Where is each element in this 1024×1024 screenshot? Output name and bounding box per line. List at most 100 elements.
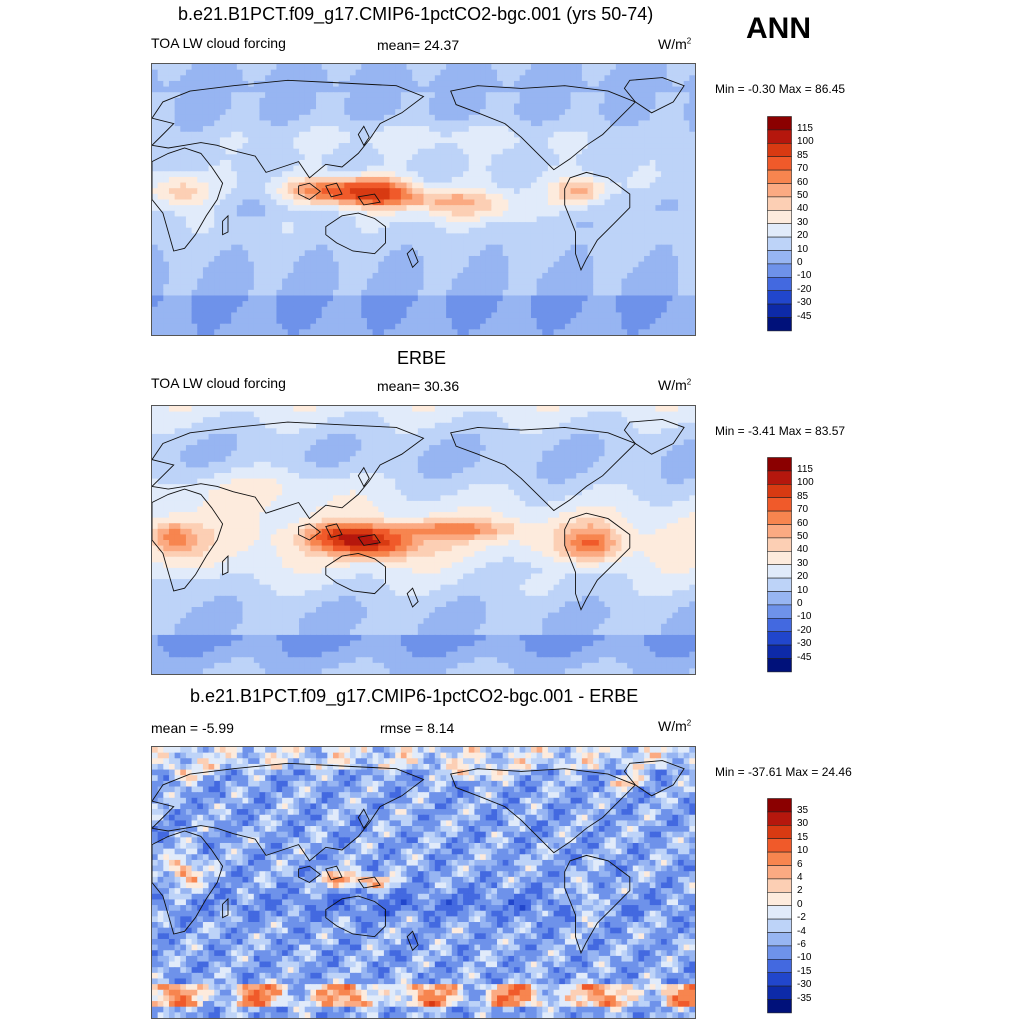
panel2-minmax: Min = -3.41 Max = 83.57: [715, 424, 846, 438]
coastline: [325, 182, 343, 198]
coastline: [325, 523, 343, 538]
colorbar-box: [767, 878, 792, 893]
colorbar-box: [767, 591, 792, 606]
map-field: [152, 747, 695, 1018]
colorbar-box: [767, 142, 792, 157]
colorbar-tick-label: 50: [797, 530, 809, 542]
colorbar-box: [767, 972, 792, 987]
colorbar-box: [767, 824, 792, 839]
colorbar-box: [767, 865, 792, 880]
coastline: [152, 830, 224, 935]
colorbar-box: [767, 577, 792, 592]
colorbar-tick-label: 30: [797, 818, 809, 830]
colorbar-tick-label: -10: [797, 611, 812, 623]
colorbar-box: [767, 470, 792, 485]
panel2-title: ERBE: [397, 348, 447, 368]
coastline: [357, 876, 381, 889]
colorbar-tick-label: 0: [797, 898, 803, 910]
colorbar-tick-label: 30: [797, 557, 809, 569]
colorbar-tick-label: 20: [797, 571, 809, 583]
colorbar-box: [767, 959, 792, 974]
coastline: [357, 534, 381, 546]
colorbar-tick-label: 15: [797, 831, 809, 843]
coastline: [298, 523, 322, 541]
coastline: [357, 466, 370, 488]
coastline: [406, 587, 419, 608]
colorbar-box: [767, 604, 792, 619]
colorbar-box: [767, 303, 792, 318]
colorbar-tick-label: 115: [797, 463, 813, 475]
coastline: [406, 247, 419, 269]
colorbar-box: [767, 129, 792, 144]
colorbar-box: [767, 116, 792, 131]
colorbar-tick-label: 6: [797, 858, 803, 870]
coastline: [152, 147, 224, 252]
panel3-title: b.e21.B1PCT.f09_g17.CMIP6-1pctCO2-bgc.00…: [190, 686, 639, 706]
colorbar-box: [767, 918, 792, 933]
colorbar-tick-label: 30: [797, 216, 809, 228]
coastline: [325, 552, 386, 595]
panel3-rmse: rmse = 8.14: [380, 720, 455, 736]
colorbar-tick-label: 10: [797, 584, 809, 596]
coastline: [623, 760, 685, 797]
colorbar-tick-label: -45: [797, 651, 812, 663]
coastline: [152, 488, 224, 592]
colorbar-tick-label: 0: [797, 256, 803, 268]
panel2-map: [151, 405, 696, 675]
colorbar-tick-label: -10: [797, 270, 812, 282]
colorbar-tick-label: 60: [797, 517, 809, 529]
colorbar-tick-label: -15: [797, 965, 812, 977]
colorbar-box: [767, 945, 792, 960]
coastline: [450, 426, 637, 512]
colorbar-box: [767, 183, 792, 198]
coastline: [152, 79, 425, 179]
coastline: [325, 865, 343, 881]
colorbar-tick-label: 85: [797, 149, 809, 161]
colorbar-tick-label: 50: [797, 189, 809, 201]
coastline: [450, 768, 637, 854]
panel1-map: [151, 63, 696, 336]
coastline: [623, 418, 685, 455]
colorbar-box: [767, 838, 792, 853]
panel1-units: W/m2: [658, 36, 692, 52]
coastline: [298, 182, 322, 201]
colorbar-box: [767, 811, 792, 826]
colorbar-box: [767, 524, 792, 539]
colorbar-box: [767, 277, 792, 292]
coastline: [564, 512, 631, 611]
colorbar-tick-label: -2: [797, 912, 806, 924]
colorbar-box: [767, 551, 792, 566]
colorbar-box: [767, 564, 792, 579]
colorbar-box: [767, 999, 792, 1014]
coastline: [357, 193, 381, 206]
colorbar-tick-label: 35: [797, 804, 809, 816]
colorbar-box: [767, 236, 792, 251]
colorbar-tick-label: 2: [797, 885, 803, 897]
coastline: [222, 555, 229, 576]
colorbar-tick-label: 60: [797, 176, 809, 188]
coastline: [152, 421, 425, 520]
colorbar-box: [767, 210, 792, 225]
coastline: [623, 77, 685, 114]
colorbar-tick-label: 115: [797, 122, 813, 134]
colorbar-box: [767, 169, 792, 184]
colorbar-tick-label: 100: [797, 477, 814, 489]
panel1-left-label: TOA LW cloud forcing: [151, 35, 286, 51]
colorbar-box: [767, 985, 792, 1000]
colorbar-tick-label: 0: [797, 597, 803, 609]
coastline: [325, 212, 386, 255]
coastline: [298, 865, 322, 884]
coastline: [222, 897, 229, 919]
colorbar-box: [767, 263, 792, 278]
coastline: [564, 854, 631, 955]
colorbar-tick-label: 40: [797, 544, 809, 556]
colorbar-box: [767, 905, 792, 920]
colorbar-box: [767, 250, 792, 265]
colorbar-box: [767, 196, 792, 211]
colorbar-tick-label: 10: [797, 845, 809, 857]
panel3-map: [151, 746, 696, 1019]
colorbar-box: [767, 618, 792, 633]
colorbar-tick-label: 40: [797, 203, 809, 215]
colorbar-box: [767, 851, 792, 866]
panel2-left-label: TOA LW cloud forcing: [151, 375, 286, 391]
